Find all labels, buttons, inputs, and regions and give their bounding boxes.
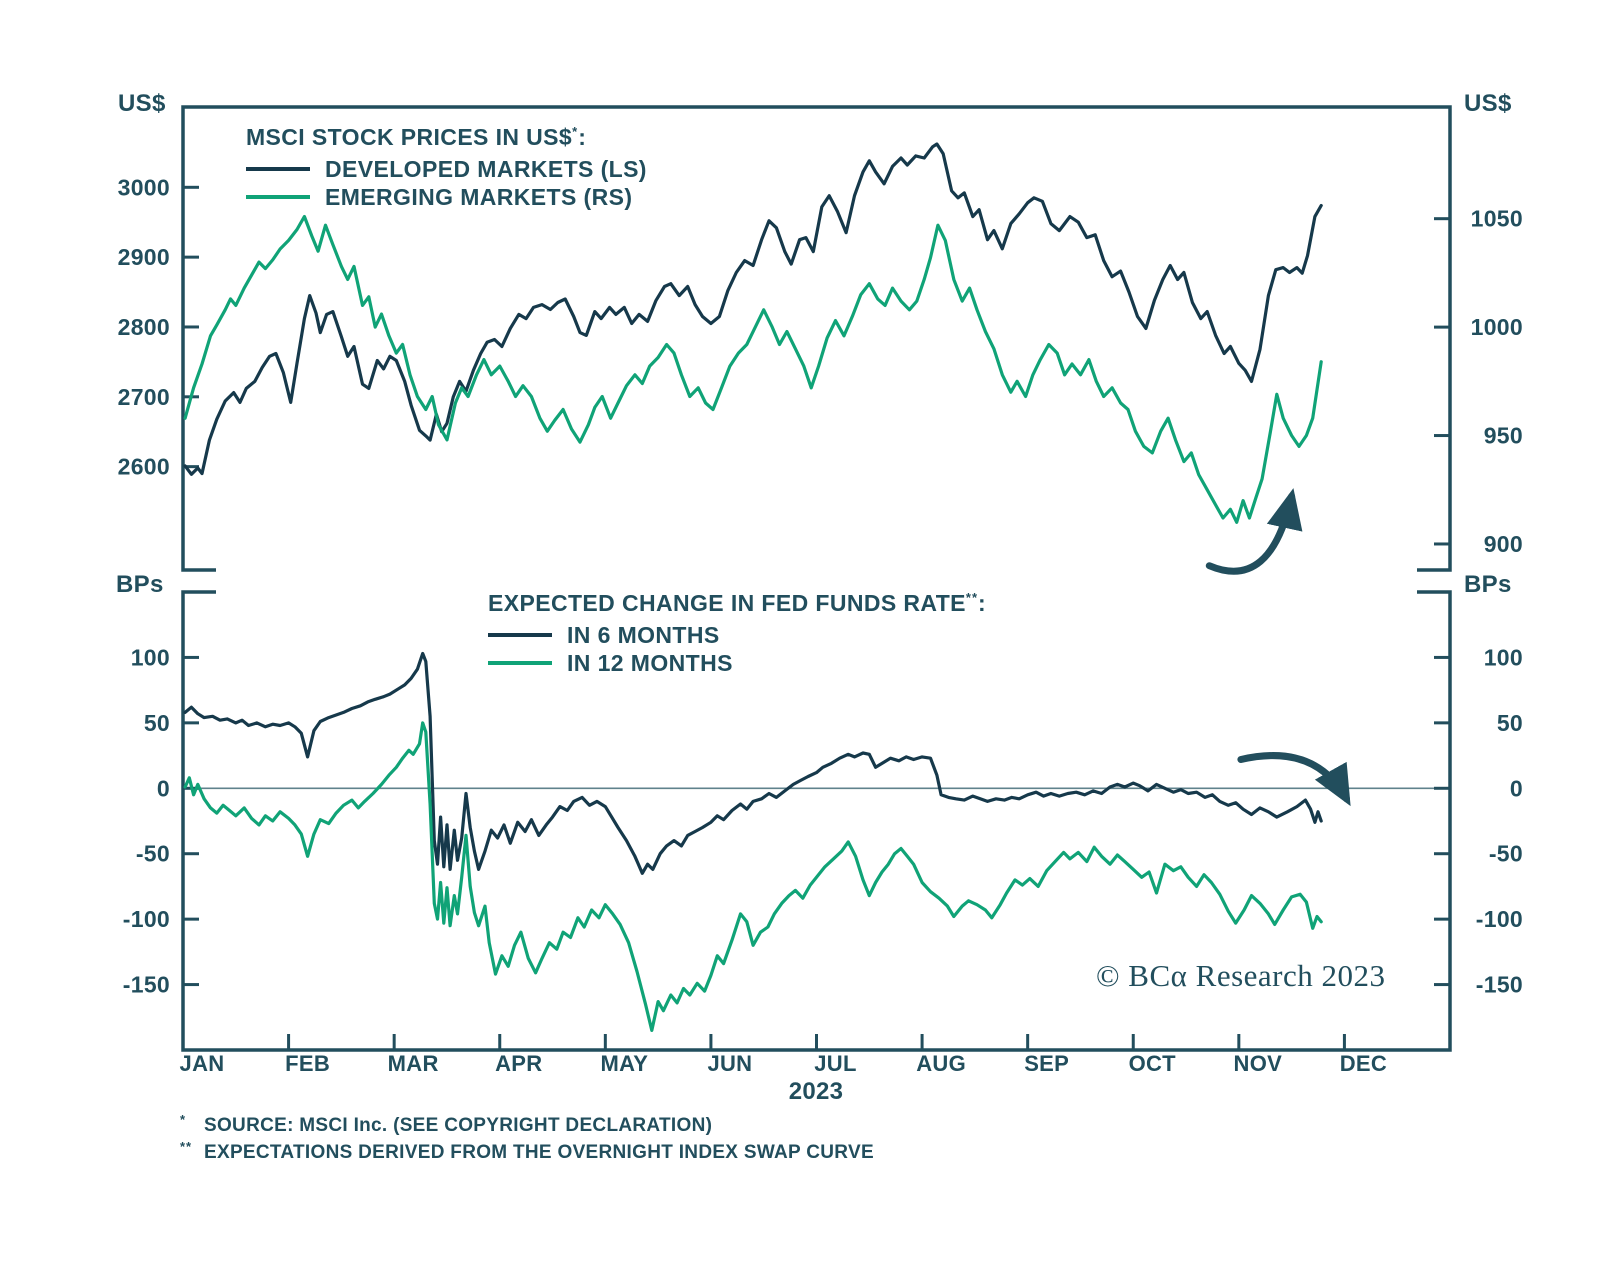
tick-label: -50 [136, 841, 170, 867]
month-label: MAY [600, 1051, 648, 1076]
tick-label: 2900 [118, 244, 170, 270]
tick-label: 50 [144, 710, 170, 736]
series-line-in-12-months [183, 721, 1323, 1033]
tick-label: -150 [1476, 972, 1523, 998]
tick-label: 50 [1497, 710, 1523, 736]
tick-label: 100 [1484, 644, 1523, 670]
month-label: DEC [1340, 1051, 1387, 1076]
legend-item-label: IN 6 MONTHS [567, 621, 720, 648]
tick-label: -50 [1489, 841, 1523, 867]
axis-unit-bottom-right: BPs [1464, 571, 1512, 598]
month-label: MAR [388, 1051, 439, 1076]
month-label: SEP [1024, 1051, 1069, 1076]
panel-fed-funds-expectations: 100 50 0 -50 -100 -150 100 50 0 -50 -100 -150 [123, 590, 1523, 1052]
trend-arrow-icon [1237, 752, 1351, 807]
month-label: JAN [180, 1051, 225, 1076]
series-line-developed-markets-ls- [183, 142, 1323, 476]
tick-label: 1050 [1471, 206, 1523, 232]
line-swatch-6m [488, 633, 552, 637]
legend-item-label: EMERGING MARKETS (RS) [325, 183, 633, 210]
legend-item: EMERGING MARKETS (RS) [246, 183, 647, 211]
tick-label: -150 [123, 972, 170, 998]
month-label: JUN [707, 1051, 752, 1076]
footnote-expectations: ** EXPECTATIONS DERIVED FROM THE OVERNIGH… [180, 1139, 874, 1163]
panel-msci-stock-prices: 3000 2900 2800 2700 2600 1050 1000 950 900 [118, 105, 1523, 575]
series-line-in-6-months [183, 651, 1323, 875]
trend-arrow-icon [1205, 488, 1303, 575]
month-label: JUL [814, 1051, 856, 1076]
tick-label: -100 [123, 906, 170, 932]
legend-title: EXPECTED CHANGE IN FED FUNDS RATE**: [488, 590, 987, 616]
x-axis-year-label: 2023 [788, 1078, 844, 1105]
footnote-source: * SOURCE: MSCI Inc. (SEE COPYRIGHT DECLAR… [180, 1112, 713, 1136]
month-label: NOV [1234, 1051, 1283, 1076]
legend-item: DEVELOPED MARKETS (LS) [246, 155, 647, 183]
tick-label: -100 [1476, 906, 1523, 932]
panel-frame [181, 105, 1452, 572]
axis-unit-top-right: US$ [1464, 90, 1512, 117]
tick-label: 1000 [1471, 314, 1523, 340]
tick-label: 3000 [118, 174, 170, 200]
tick-label: 0 [157, 775, 170, 801]
line-swatch-emerging [246, 195, 310, 199]
line-swatch-12m [488, 661, 552, 665]
tick-label: 2700 [118, 384, 170, 410]
tick-label: 2800 [118, 314, 170, 340]
month-label: FEB [285, 1051, 330, 1076]
legend-item-label: DEVELOPED MARKETS (LS) [325, 155, 647, 182]
axis-unit-bottom-left: BPs [116, 571, 164, 598]
legend-fed-funds: EXPECTED CHANGE IN FED FUNDS RATE**: IN … [488, 590, 986, 677]
tick-label: 0 [1510, 775, 1523, 801]
legend-title: MSCI STOCK PRICES IN US$*: [246, 124, 587, 150]
tick-label: 900 [1484, 531, 1523, 557]
month-label: AUG [916, 1051, 966, 1076]
month-label: APR [495, 1051, 542, 1076]
series-line-emerging-markets-rs- [183, 214, 1323, 524]
tick-label: 950 [1484, 423, 1523, 449]
axis-unit-top-left: US$ [118, 90, 166, 117]
tick-label: 2600 [118, 454, 170, 480]
line-swatch-developed [246, 167, 310, 171]
tick-label: 100 [131, 644, 170, 670]
legend-msci: MSCI STOCK PRICES IN US$*: DEVELOPED MAR… [246, 124, 647, 211]
legend-item: IN 6 MONTHS [488, 621, 986, 649]
legend-item-label: IN 12 MONTHS [567, 649, 733, 676]
legend-item: IN 12 MONTHS [488, 649, 986, 677]
month-label: OCT [1129, 1051, 1177, 1076]
bca-research-credit: © BCα Research 2023 [1096, 958, 1386, 993]
